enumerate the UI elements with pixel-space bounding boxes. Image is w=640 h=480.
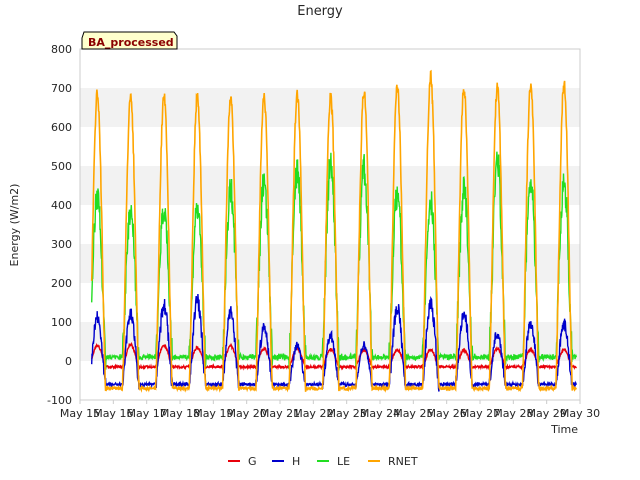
grid-band <box>80 244 580 283</box>
y-tick-label: 800 <box>51 43 72 56</box>
x-tick-label: May 17 <box>127 407 167 420</box>
y-tick-label: 600 <box>51 121 72 134</box>
grid-band <box>80 283 580 322</box>
x-tick-label: May 23 <box>327 407 367 420</box>
x-tick-label: May 29 <box>527 407 567 420</box>
x-tick-label: May 19 <box>193 407 233 420</box>
y-tick-label: 700 <box>51 82 72 95</box>
x-tick-label: May 30 <box>560 407 600 420</box>
badge-box <box>81 31 178 50</box>
y-tick-label: -100 <box>47 394 72 407</box>
legend-entry-label: G <box>248 455 257 468</box>
y-axis-ticks: -100 0 100 200 300 400 500 600 700 800 <box>47 43 72 407</box>
y-tick-label: 100 <box>51 316 72 329</box>
legend-entry-label: H <box>292 455 300 468</box>
y-tick-label: 400 <box>51 199 72 212</box>
x-tick-label: May 24 <box>360 407 400 420</box>
x-axis-label: Time <box>550 423 578 436</box>
y-tick-label: 500 <box>51 160 72 173</box>
y-tick-label: 300 <box>51 238 72 251</box>
grid-band <box>80 322 580 361</box>
x-tick-label: May 21 <box>260 407 300 420</box>
x-tick-label: May 26 <box>427 407 467 420</box>
series-lines <box>90 69 578 393</box>
grid-band <box>80 49 580 88</box>
legend-entry-label: LE <box>337 455 350 468</box>
x-tick-label: May 28 <box>493 407 533 420</box>
y-axis-label: Energy (W/m2) <box>8 184 21 267</box>
legend: G H LE RNET <box>228 455 418 468</box>
series-line-le <box>91 151 578 371</box>
x-tick-label: May 25 <box>393 407 433 420</box>
badge-label: BA_processed <box>88 36 174 49</box>
x-tick-label: May 15 <box>60 407 100 420</box>
legend-entry-label: RNET <box>388 455 418 468</box>
series-line-rnet <box>90 69 578 393</box>
y-tick-label: 0 <box>65 355 72 368</box>
badge: BA_processed <box>81 31 178 50</box>
chart-title: Energy <box>297 4 343 19</box>
grid-band <box>80 361 580 400</box>
plot-frame <box>79 48 581 401</box>
x-tick-label: May 22 <box>293 407 333 420</box>
x-tick-label: May 18 <box>160 407 200 420</box>
grid-band <box>80 205 580 244</box>
x-tick-label: May 20 <box>227 407 267 420</box>
grid-bands <box>80 49 580 400</box>
x-tick-label: May 27 <box>460 407 500 420</box>
x-tick-label: May 16 <box>93 407 133 420</box>
y-tick-label: 200 <box>51 277 72 290</box>
